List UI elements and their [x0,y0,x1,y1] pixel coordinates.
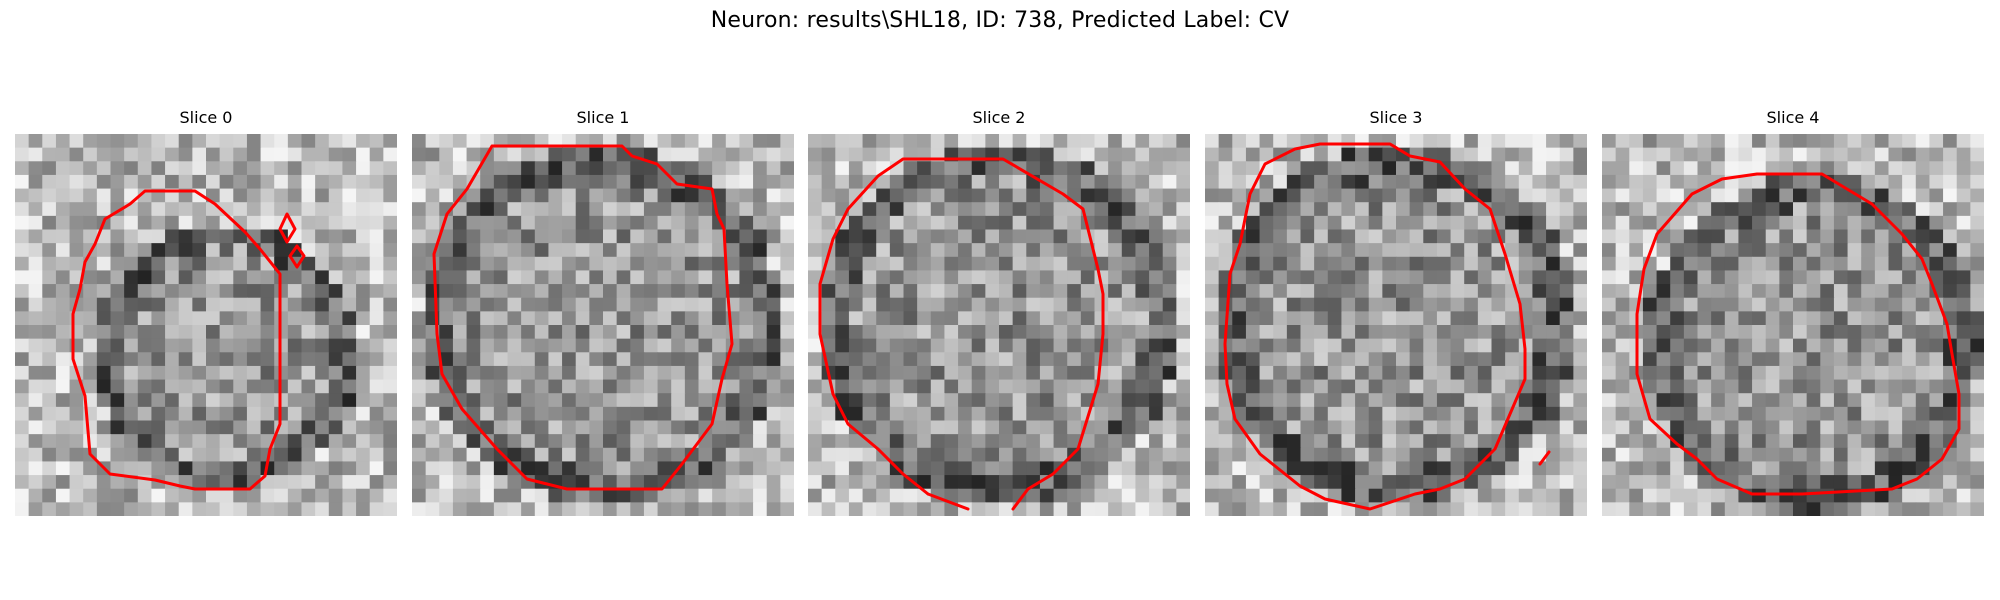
slice-panel-2: Slice 2 [808,108,1190,520]
slice-title-3: Slice 3 [1369,108,1423,127]
slice-image-3 [1205,134,1587,516]
contour-tail-2 [926,492,970,511]
slice-title-2: Slice 2 [972,108,1026,127]
figure-title: Neuron: results\SHL18, ID: 738, Predicte… [710,8,1290,33]
slice-panel-0: Slice 0 [15,108,397,520]
slice-panel-1: Slice 1 [412,108,794,520]
contour-blob-a-0 [278,212,297,244]
slice-image-4 [1602,134,1984,516]
slice-panel-3: Slice 3 [1205,108,1587,520]
slice-title-4: Slice 4 [1766,108,1820,127]
contour-main-4 [1635,172,1961,496]
contour-blob-b-0 [288,244,306,269]
contour-mark-3 [1538,450,1551,466]
contour-main-1 [432,144,734,491]
slice-title-0: Slice 0 [179,108,233,127]
slice-title-1: Slice 1 [576,108,630,127]
contour-main-3 [1223,142,1527,511]
slice-panel-4: Slice 4 [1602,108,1984,520]
contour-main-0 [71,189,282,491]
slice-image-0 [15,134,397,516]
slice-image-2 [808,134,1190,516]
slice-image-1 [412,134,794,516]
contour-main-2 [818,157,1105,511]
